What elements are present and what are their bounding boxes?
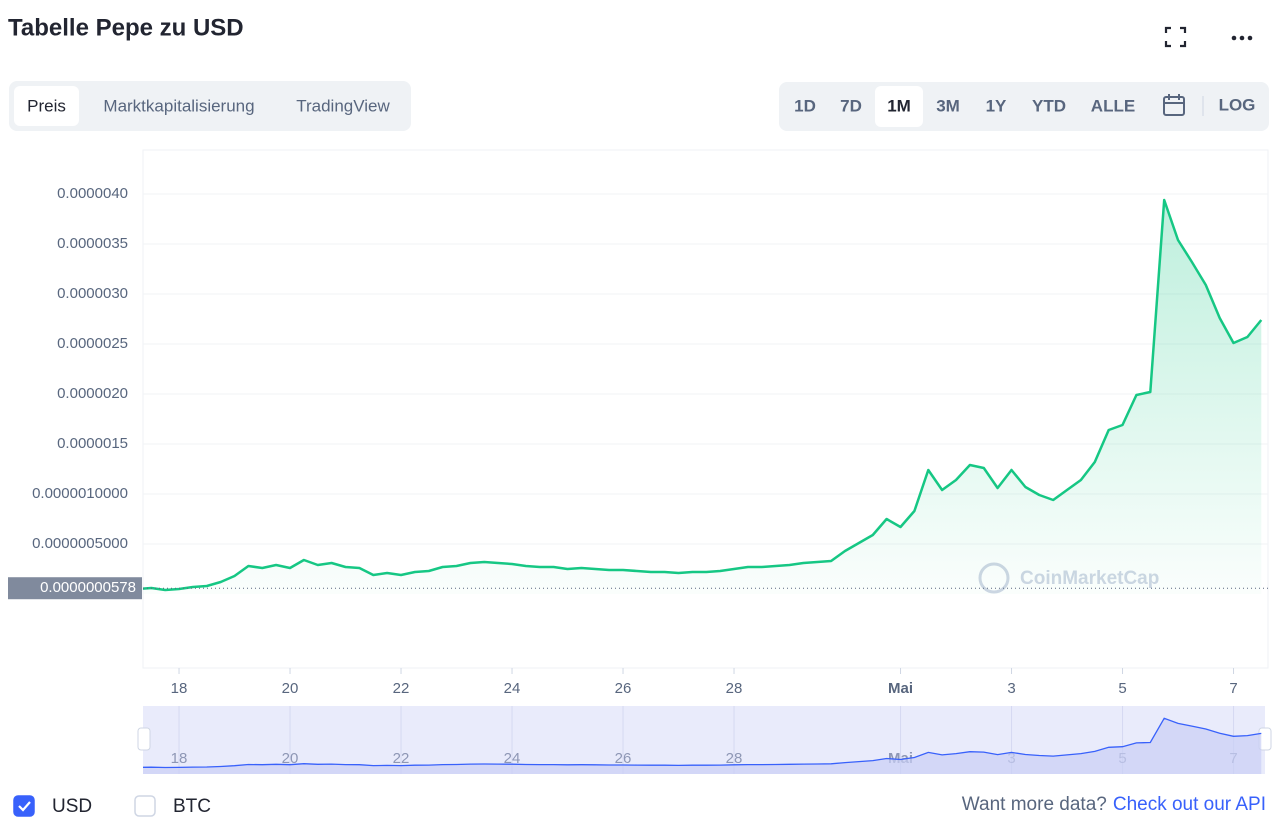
price-marker-label: 0.0000000578 bbox=[40, 579, 136, 596]
y-tick-label: 0.0000040 bbox=[57, 185, 128, 202]
y-tick-label: 0.0000020 bbox=[57, 385, 128, 402]
navigator-handle[interactable] bbox=[137, 727, 151, 751]
range-button[interactable]: ALLE bbox=[1091, 96, 1135, 115]
navigator-label: 20 bbox=[282, 750, 299, 767]
navigator-label: 18 bbox=[171, 750, 188, 767]
range-button[interactable]: 1M bbox=[887, 96, 911, 115]
x-tick-label: 5 bbox=[1118, 680, 1126, 697]
more-button[interactable] bbox=[1231, 35, 1253, 41]
y-tick-label: 0.0000025 bbox=[57, 335, 128, 352]
x-tick-label: 26 bbox=[615, 680, 632, 697]
x-tick-label: 20 bbox=[282, 680, 299, 697]
navigator-label: 24 bbox=[504, 750, 521, 767]
navigator-plot bbox=[143, 717, 1262, 774]
x-tick-label: 3 bbox=[1007, 680, 1015, 697]
x-tick-label: 22 bbox=[393, 680, 410, 697]
range-button[interactable]: 3M bbox=[936, 96, 960, 115]
api-prompt: Want more data? bbox=[962, 794, 1107, 815]
api-link[interactable]: Check out our API bbox=[1113, 794, 1266, 815]
tab[interactable]: Preis bbox=[27, 96, 66, 115]
checkbox[interactable] bbox=[13, 795, 35, 817]
y-tick-label: 0.0000005000 bbox=[32, 535, 128, 552]
x-tick-label: 18 bbox=[171, 680, 188, 697]
tab-group bbox=[9, 81, 411, 131]
plot bbox=[143, 198, 1263, 594]
range-button[interactable]: YTD bbox=[1032, 96, 1066, 115]
range-active-bg bbox=[875, 86, 923, 127]
x-tick-label: 28 bbox=[726, 680, 743, 697]
checkmark bbox=[18, 801, 31, 812]
x-tick-label: 24 bbox=[504, 680, 521, 697]
y-tick-label: 0.0000015 bbox=[57, 435, 128, 452]
x-tick-label: Mai bbox=[888, 680, 913, 697]
log-toggle[interactable]: LOG bbox=[1219, 95, 1256, 114]
tab-active-bg bbox=[14, 86, 79, 126]
calendar-button[interactable] bbox=[1163, 94, 1185, 116]
navigator-label: 26 bbox=[615, 750, 632, 767]
tab[interactable]: Marktkapitalisierung bbox=[103, 96, 254, 115]
plot-frame bbox=[142, 149, 1269, 669]
navigator-line bbox=[143, 717, 1262, 769]
range-button[interactable]: 1Y bbox=[986, 96, 1007, 115]
checkbox-label: BTC bbox=[173, 796, 211, 817]
page-title: Tabelle Pepe zu USD bbox=[8, 14, 244, 41]
price-area bbox=[143, 200, 1262, 594]
navigator-area bbox=[143, 718, 1262, 774]
tab[interactable]: TradingView bbox=[296, 96, 390, 115]
navigator-label: 22 bbox=[393, 750, 410, 767]
price-marker-bg bbox=[8, 577, 142, 600]
fullscreen-button[interactable] bbox=[1164, 26, 1187, 48]
price-line bbox=[143, 198, 1263, 592]
navigator-label: 28 bbox=[726, 750, 743, 767]
checkbox[interactable] bbox=[134, 795, 156, 817]
y-tick-label: 0.0000010000 bbox=[32, 485, 128, 502]
range-button[interactable]: 1D bbox=[794, 96, 816, 115]
range-button[interactable]: 7D bbox=[840, 96, 862, 115]
y-tick-label: 0.0000035 bbox=[57, 235, 128, 252]
x-tick-label: 7 bbox=[1229, 680, 1237, 697]
checkbox-label: USD bbox=[52, 796, 92, 817]
y-tick-label: 0.0000030 bbox=[57, 285, 128, 302]
